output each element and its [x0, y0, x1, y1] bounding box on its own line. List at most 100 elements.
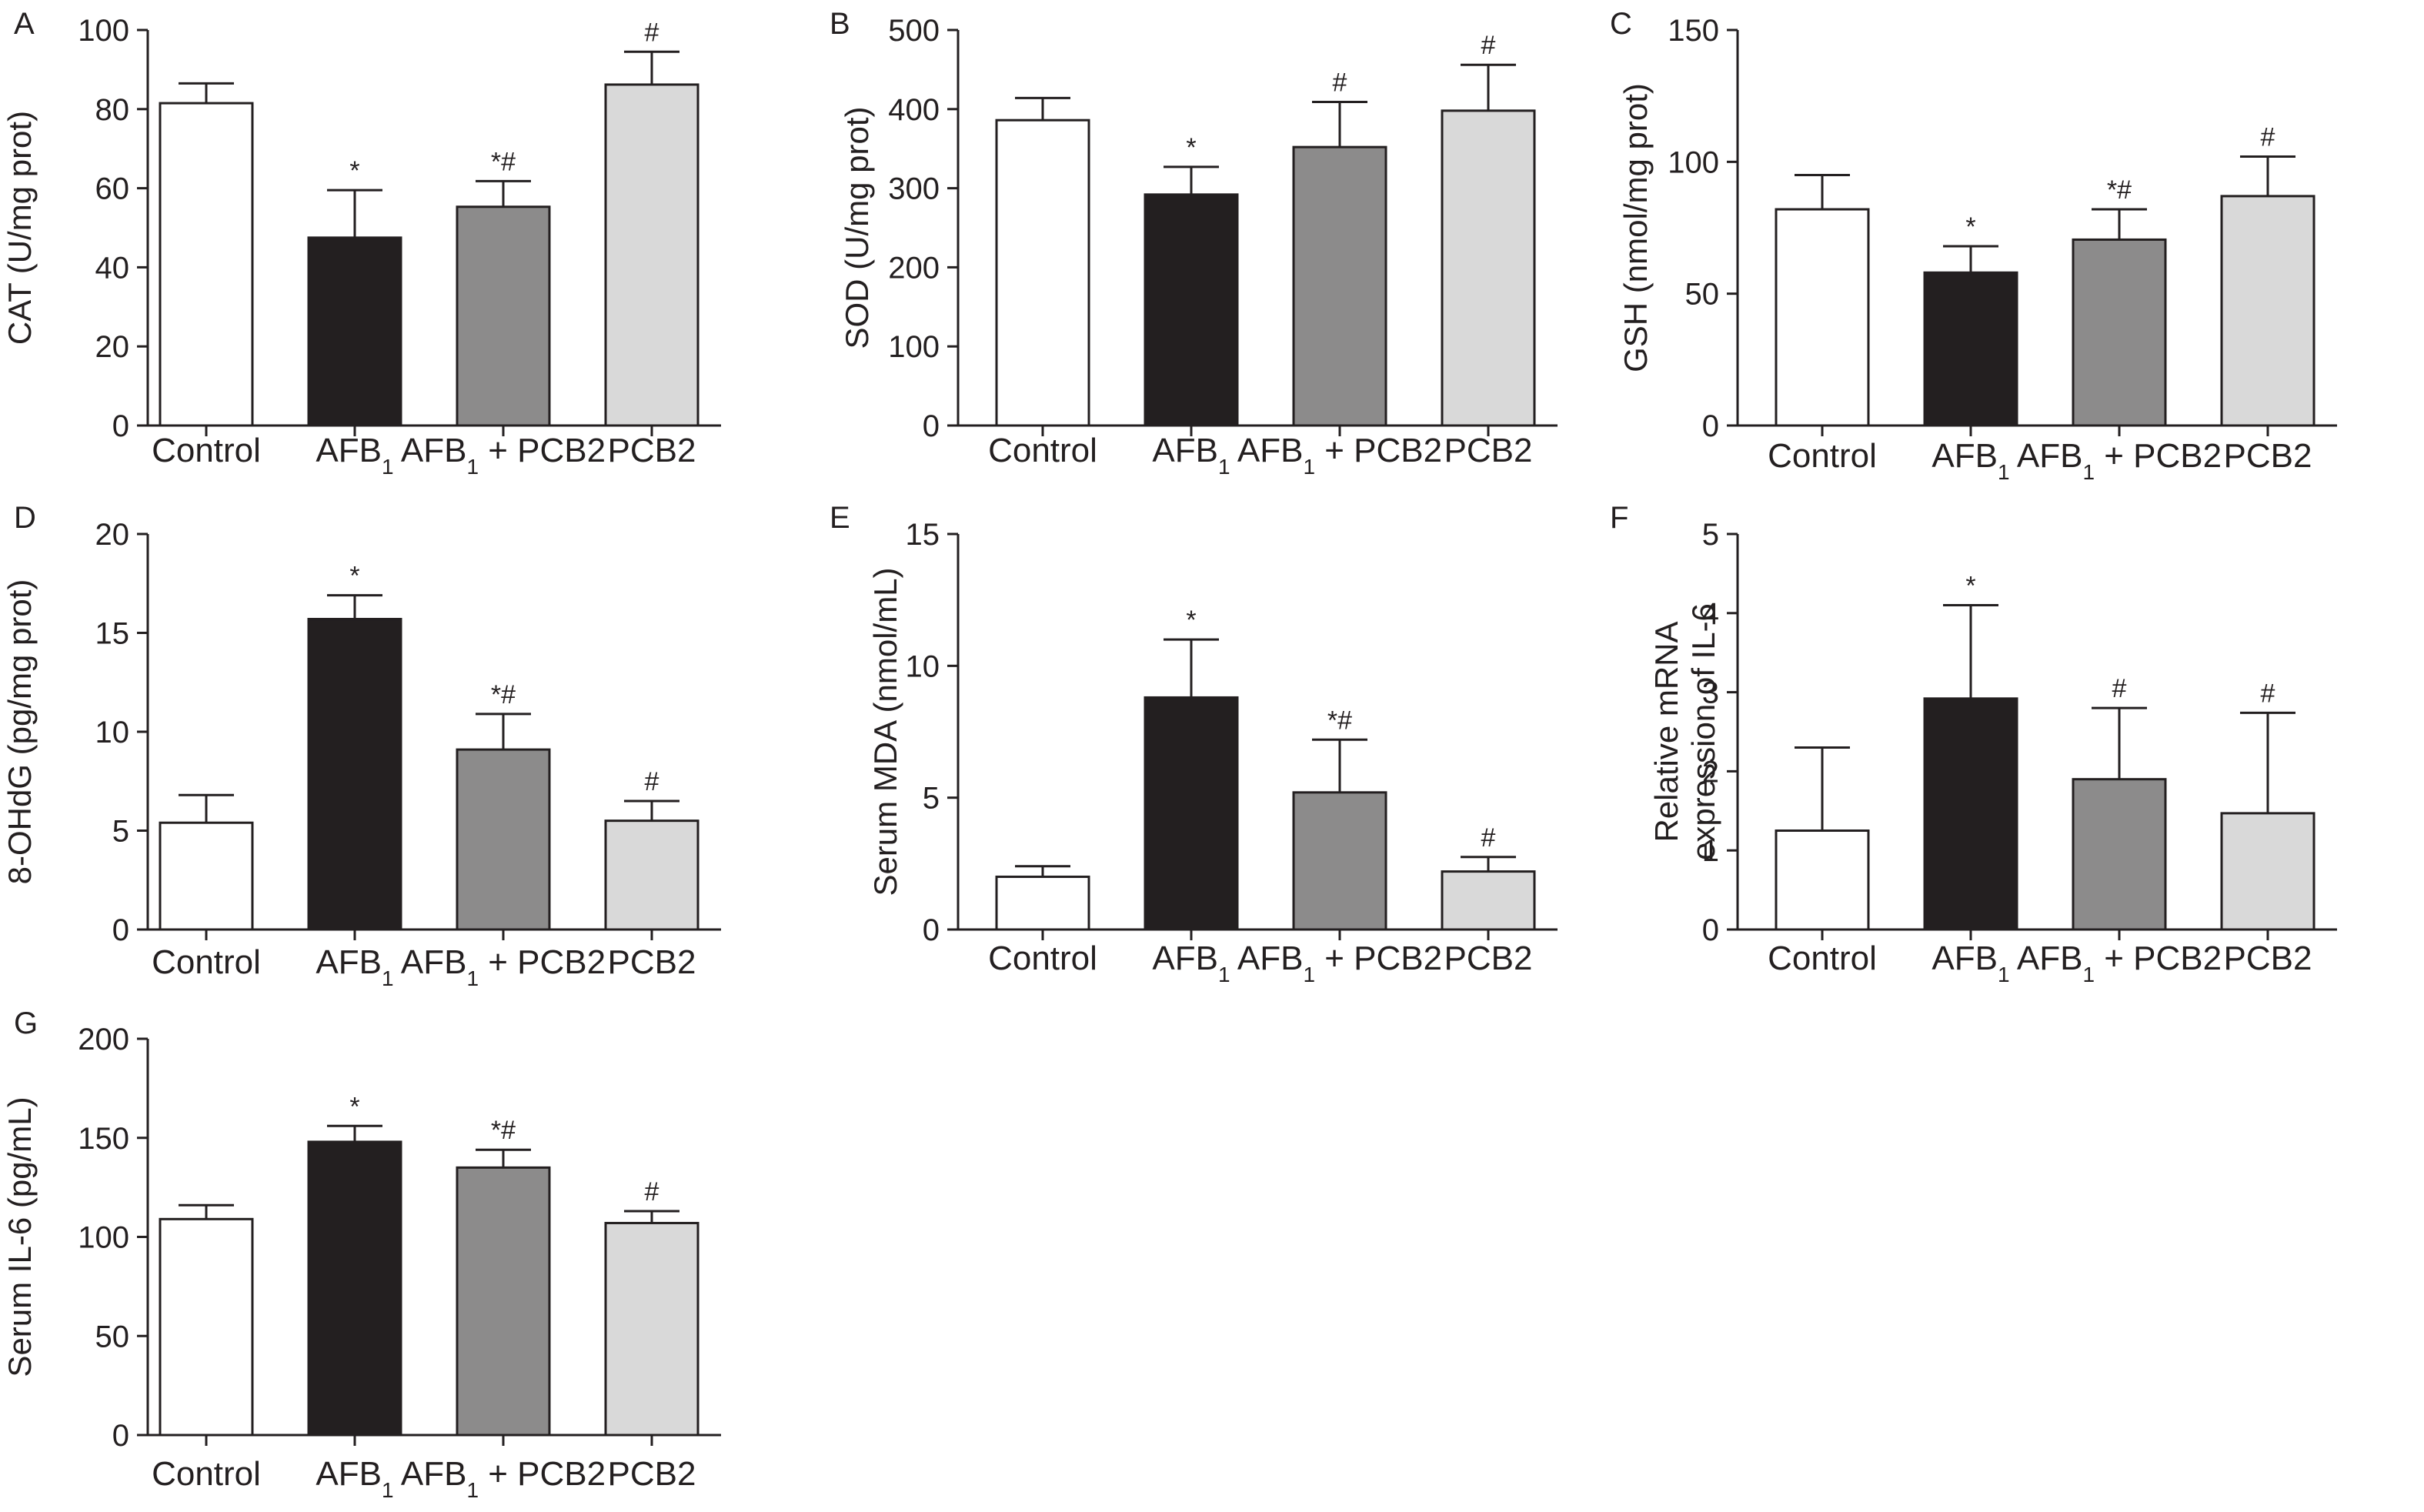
- x-tick-label: AFB1: [316, 1455, 393, 1502]
- x-tick-label: AFB1 + PCB2: [2017, 940, 2222, 986]
- y-tick-label: 150: [78, 1122, 129, 1156]
- y-tick-label: 3: [1702, 676, 1719, 710]
- y-tick-label: 5: [112, 815, 129, 849]
- x-tick-label: AFB1: [316, 943, 393, 990]
- y-tick-label: 20: [95, 518, 130, 552]
- significance-mark: #: [1481, 823, 1496, 853]
- x-tick-label: AFB1 + PCB2: [401, 1455, 606, 1502]
- chart-panel-g: G Serum IL-6 (pg/mL) 0 50 100 150 200 Control * A…: [2, 1006, 721, 1502]
- significance-mark: *#: [491, 680, 516, 709]
- bar: [1292, 791, 1387, 931]
- y-axis-title: expression of IL-6: [1685, 603, 1721, 860]
- bar: [1775, 829, 1870, 931]
- significance-mark: *#: [491, 1116, 516, 1145]
- bar: [159, 102, 254, 427]
- x-tick-label: AFB1: [1152, 432, 1230, 479]
- bar: [2220, 195, 2315, 427]
- bar: [1292, 145, 1387, 427]
- bar: [1923, 271, 2018, 427]
- bar: [1441, 109, 1536, 427]
- y-tick-label: 50: [95, 1320, 130, 1353]
- chart-panel-c: C GSH (nmol/mg prot) 0 50 100 150 Control * AFB1…: [1610, 7, 2337, 484]
- significance-mark: *: [1186, 606, 1196, 635]
- bar: [307, 1140, 402, 1437]
- x-tick-label: AFB1 + PCB2: [1237, 432, 1442, 479]
- y-axis-title: 8-OHdG (pg/mg prot): [2, 579, 38, 885]
- y-axis-title: CAT (U/mg prot): [2, 111, 38, 345]
- y-tick-label: 1: [1702, 834, 1719, 868]
- x-tick-label: AFB1 + PCB2: [1237, 940, 1442, 986]
- x-tick-label: Control: [152, 1455, 261, 1493]
- significance-mark: #: [1333, 68, 1347, 98]
- bar: [456, 205, 551, 427]
- y-tick-label: 10: [95, 716, 130, 749]
- y-tick-label: 15: [906, 518, 940, 552]
- y-tick-label: 20: [95, 330, 130, 364]
- bar: [2220, 812, 2315, 931]
- x-tick-label: AFB1: [1932, 940, 2009, 986]
- x-tick-label: AFB1: [316, 432, 393, 479]
- x-tick-label: AFB1: [1932, 437, 2009, 484]
- x-tick-label: AFB1 + PCB2: [401, 432, 606, 479]
- x-tick-label: PCB2: [608, 432, 696, 469]
- chart-panel-d: D 8-OHdG (pg/mg prot) 0 5 10 15 20 Control * AFB1…: [2, 501, 721, 990]
- chart-panel-a: A CAT (U/mg prot) 0 20 40 60 80 100 Control * AFB1…: [2, 7, 721, 479]
- significance-mark: *: [349, 156, 359, 185]
- panel-letter: E: [830, 501, 850, 535]
- x-tick-label: PCB2: [2224, 437, 2312, 475]
- y-axis-title: Serum IL-6 (pg/mL): [2, 1096, 38, 1377]
- y-tick-label: 5: [923, 782, 940, 816]
- x-tick-label: PCB2: [608, 943, 696, 981]
- bar: [1923, 697, 2018, 931]
- y-tick-label: 300: [888, 172, 940, 206]
- y-tick-label: 0: [923, 409, 940, 443]
- significance-mark: *: [349, 1092, 359, 1121]
- x-tick-label: AFB1 + PCB2: [2017, 437, 2222, 484]
- significance-mark: *#: [491, 147, 516, 176]
- bar: [307, 618, 402, 931]
- y-axis-title: GSH (nmol/mg prot): [1618, 83, 1654, 372]
- significance-mark: *: [1965, 212, 1975, 242]
- panel-letter: D: [14, 501, 36, 535]
- y-tick-label: 10: [906, 649, 940, 683]
- significance-mark: #: [2261, 679, 2275, 708]
- y-tick-label: 0: [1702, 913, 1719, 947]
- significance-mark: *#: [1327, 706, 1352, 735]
- y-tick-label: 0: [112, 409, 129, 443]
- panel-letter: A: [14, 7, 35, 41]
- y-tick-label: 150: [1668, 14, 1719, 48]
- x-tick-label: PCB2: [1444, 432, 1533, 469]
- x-tick-label: PCB2: [1444, 940, 1533, 977]
- bar: [159, 821, 254, 931]
- y-tick-label: 0: [112, 913, 129, 947]
- y-tick-label: 100: [1668, 145, 1719, 179]
- x-tick-label: Control: [152, 943, 261, 981]
- y-tick-label: 80: [95, 93, 130, 127]
- panel-letter: B: [830, 7, 850, 41]
- bar: [1144, 696, 1239, 931]
- significance-mark: #: [645, 18, 659, 47]
- bar: [456, 748, 551, 931]
- bar: [995, 118, 1090, 427]
- significance-mark: #: [645, 1177, 659, 1207]
- y-tick-label: 100: [888, 330, 940, 364]
- y-axis-title: Relative mRNA: [1648, 621, 1684, 842]
- y-tick-label: 100: [78, 14, 129, 48]
- x-tick-label: Control: [1768, 437, 1877, 475]
- y-tick-label: 60: [95, 172, 130, 206]
- y-tick-label: 200: [888, 251, 940, 285]
- significance-mark: #: [645, 767, 659, 796]
- bar: [456, 1166, 551, 1437]
- bar: [1441, 870, 1536, 931]
- bar: [995, 875, 1090, 931]
- y-tick-label: 50: [1685, 278, 1720, 312]
- x-tick-label: AFB1: [1152, 940, 1230, 986]
- significance-mark: #: [2112, 674, 2127, 703]
- panel-letter: F: [1610, 501, 1628, 535]
- x-tick-label: PCB2: [608, 1455, 696, 1493]
- bar: [2072, 778, 2167, 931]
- bar: [604, 819, 699, 931]
- x-tick-label: Control: [988, 940, 1097, 977]
- chart-panel-e: E Serum MDA (nmol/mL) 0 5 10 15 Control * AFB1 *#…: [830, 501, 1558, 986]
